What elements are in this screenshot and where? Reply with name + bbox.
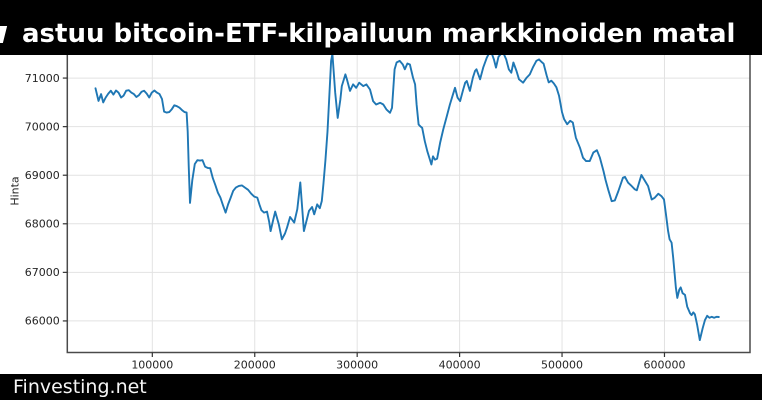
x-tick-label: 100000: [131, 359, 173, 372]
y-axis-title: Hinta: [8, 176, 22, 206]
headline-title: astuu bitcoin-ETF-kilpailuun markkinoide…: [22, 19, 736, 49]
y-tick-label: 69000: [25, 169, 60, 182]
x-tick-label: 200000: [234, 359, 276, 372]
top-banner: astuu bitcoin-ETF-kilpailuun markkinoide…: [0, 0, 762, 55]
y-tick-label: 68000: [25, 218, 60, 231]
x-tick-label: 500000: [541, 359, 583, 372]
watermark-text: Finvesting.net: [13, 376, 147, 398]
price-line: [94, 52, 720, 342]
x-tick-label: 400000: [439, 359, 481, 372]
y-tick-label: 66000: [25, 315, 60, 328]
bottom-banner: Finvesting.net: [0, 374, 762, 400]
plot-background: [67, 48, 751, 353]
clipped-letter-fragment: [0, 26, 8, 43]
x-tick-label: 600000: [643, 359, 685, 372]
y-tick-label: 71000: [25, 72, 60, 85]
y-tick-label: 67000: [25, 266, 60, 279]
x-tick-label: 300000: [336, 359, 378, 372]
y-tick-label: 70000: [25, 120, 60, 133]
